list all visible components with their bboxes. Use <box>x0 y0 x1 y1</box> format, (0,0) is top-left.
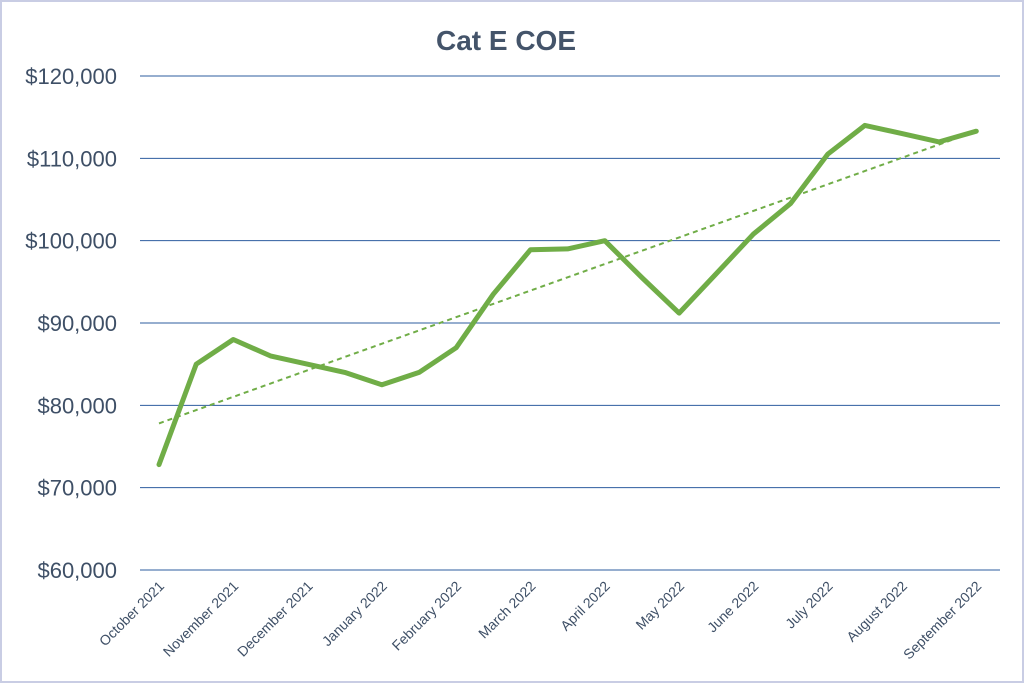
y-tick-label: $90,000 <box>37 311 117 336</box>
y-tick-label: $80,000 <box>37 393 117 418</box>
x-tick-label: May 2022 <box>632 578 687 633</box>
y-tick-label: $110,000 <box>27 146 117 171</box>
y-axis-tick-labels: $120,000 $110,000 $100,000 $90,000 $80,000 $7… <box>25 64 117 583</box>
series-layer <box>156 122 979 468</box>
chart-title: Cat E COE <box>436 25 576 56</box>
trendline <box>158 130 977 425</box>
x-tick-label: October 2021 <box>96 578 167 649</box>
x-tick-label: August 2022 <box>843 578 910 645</box>
trendline-layer <box>158 130 977 425</box>
x-tick-label: February 2022 <box>389 578 465 654</box>
x-tick-label: March 2022 <box>475 578 539 642</box>
x-tick-label: July 2022 <box>782 578 836 632</box>
y-tick-label: $120,000 <box>25 64 117 89</box>
x-tick-label: September 2022 <box>900 578 985 663</box>
gridlines <box>140 75 1000 571</box>
x-tick-label: November 2021 <box>160 578 242 660</box>
x-tick-label: April 2022 <box>557 578 613 634</box>
x-tick-label: December 2021 <box>234 578 316 660</box>
x-tick-label: January 2022 <box>319 578 390 649</box>
series-line <box>156 122 979 468</box>
x-tick-label: June 2022 <box>704 578 762 636</box>
y-tick-label: $60,000 <box>37 558 117 583</box>
y-tick-label: $100,000 <box>25 229 117 254</box>
y-tick-label: $70,000 <box>37 476 117 501</box>
